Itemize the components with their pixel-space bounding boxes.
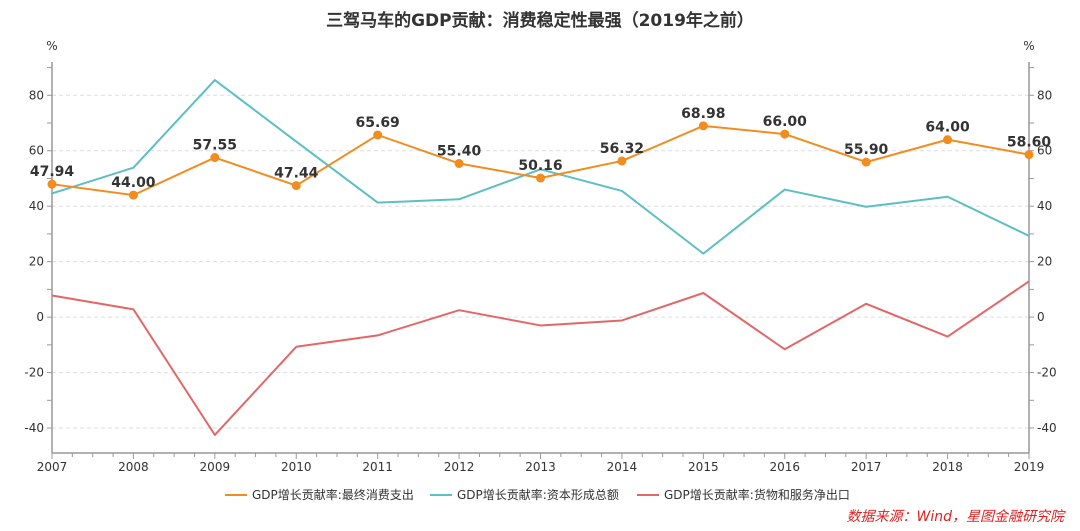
left-axis-unit: % [46,39,57,53]
right-y-tick-label: 40 [1037,199,1052,213]
x-tick-label: 2018 [932,460,963,474]
data-point [780,129,790,139]
x-tick-label: 2017 [851,460,882,474]
x-tick-label: 2016 [769,460,800,474]
data-point [210,153,220,163]
legend: GDP增长贡献率:最终消费支出 GDP增长贡献率:资本形成总额 GDP增长贡献率:货… [225,487,850,502]
right-y-tick-label: -40 [1037,421,1057,435]
data-label: 56.32 [600,141,644,157]
x-tick-label: 2010 [281,460,312,474]
left-y-tick-label: 80 [29,88,44,102]
x-tick-label: 2019 [1014,460,1045,474]
axes: -40 -40 -20 -20 0 0 20 20 40 40 60 60 80 80 2007 2008 20… [24,62,1057,474]
data-point [861,157,871,167]
data-label: 64.00 [925,120,970,136]
right-y-tick-label: 20 [1037,255,1052,269]
series-group [47,79,1034,436]
source-note: 数据来源：Wind，星图金融研究院 [847,509,1066,525]
data-label: 55.40 [437,143,482,159]
right-y-tick-label: 80 [1037,88,1052,102]
data-point [617,156,627,166]
x-tick-label: 2015 [688,460,719,474]
data-point [291,181,301,191]
left-y-tick-label: -20 [24,366,44,380]
data-label: 47.44 [274,166,319,182]
x-tick-label: 2012 [444,460,475,474]
data-point [943,135,953,145]
right-y-tick-label: 60 [1037,144,1052,158]
series-line-2 [51,280,1030,436]
data-point [128,190,138,200]
x-tick-label: 2007 [37,460,68,474]
data-label: 68.98 [681,106,725,122]
data-label: 44.00 [111,175,156,191]
left-y-tick-label: 20 [29,255,44,269]
legend-item-label: GDP增长贡献率:最终消费支出 [252,487,414,502]
chart-title: 三驾马车的GDP贡献：消费稳定性最强（2019年之前） [326,10,754,31]
data-point [47,179,57,189]
right-y-tick-label: -20 [1037,366,1057,380]
data-label: 47.94 [30,164,75,180]
data-label: 50.16 [518,158,562,174]
x-tick-label: 2009 [200,460,231,474]
left-y-tick-label: 0 [36,310,44,324]
legend-item-label: GDP增长贡献率:货物和服务净出口 [664,487,850,502]
x-tick-label: 2011 [362,460,393,474]
data-label: 66.00 [763,114,808,130]
data-labels: 47.94 44.00 57.55 47.44 65.69 55.40 50.16 56.32… [30,106,1052,191]
left-y-tick-label: 40 [29,199,44,213]
data-point [536,173,545,183]
x-tick-label: 2014 [607,460,638,474]
right-y-tick-label: 0 [1037,310,1045,324]
data-label: 58.60 [1007,135,1052,151]
right-axis-unit: % [1023,39,1034,53]
x-tick-label: 2008 [118,460,149,474]
series-line-1 [51,79,1030,255]
data-label: 57.55 [193,138,237,154]
data-point [1024,150,1034,160]
data-label: 55.90 [844,142,889,158]
data-point [454,158,464,168]
left-y-tick-label: -40 [24,421,44,435]
data-point [373,130,383,140]
data-label: 65.69 [356,115,400,131]
data-point [698,121,708,131]
x-tick-label: 2013 [525,460,556,474]
left-y-tick-label: 60 [29,144,44,158]
legend-item-label: GDP增长贡献率:资本形成总额 [457,487,619,502]
